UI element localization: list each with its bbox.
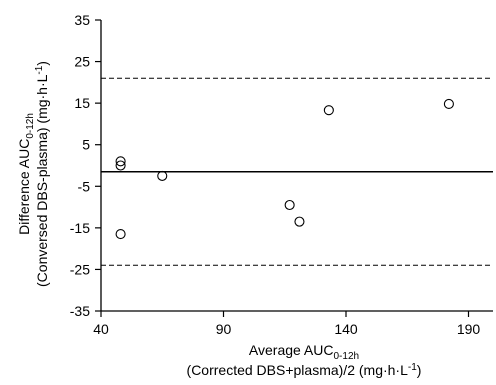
y-axis-title-prefix: Difference AUC bbox=[16, 139, 32, 235]
x-axis-title-prefix: Average AUC bbox=[249, 342, 334, 358]
y-axis-title-close: ) bbox=[34, 61, 50, 66]
y-axis-title-sup: -1 bbox=[34, 65, 45, 74]
svg-text:(Conversed DBS-plasma) (mg·h·L: (Conversed DBS-plasma) (mg·h·L-1) bbox=[34, 61, 50, 287]
svg-text:Difference AUC0-12h: Difference AUC0-12h bbox=[16, 113, 36, 235]
x-tick-label: 190 bbox=[457, 321, 481, 337]
data-point bbox=[115, 160, 126, 171]
svg-text:Average AUC0-12h: Average AUC0-12h bbox=[249, 342, 359, 362]
svg-text:(Corrected DBS+plasma)/2 (mg·h: (Corrected DBS+plasma)/2 (mg·h·L-1) bbox=[187, 362, 422, 378]
y-tick-label: 15 bbox=[74, 95, 90, 111]
x-tick-label: 40 bbox=[93, 321, 109, 337]
y-tick-label: -35 bbox=[70, 303, 90, 319]
y-tick-label: -25 bbox=[70, 261, 90, 277]
data-point bbox=[294, 216, 305, 227]
x-axis-title: Average AUC0-12h (Corrected DBS+plasma)/… bbox=[187, 342, 422, 378]
x-axis-title-close: ) bbox=[417, 362, 422, 378]
data-point bbox=[115, 156, 126, 167]
x-tick-label: 90 bbox=[216, 321, 232, 337]
x-tick-label: 140 bbox=[334, 321, 358, 337]
data-point bbox=[115, 229, 126, 240]
y-axis-title-subscript: 0-12h bbox=[25, 113, 36, 139]
y-tick-label: 5 bbox=[82, 137, 90, 153]
x-axis-title-sup: -1 bbox=[408, 362, 417, 373]
y-tick-label: -15 bbox=[70, 220, 90, 236]
y-tick-label: 35 bbox=[74, 12, 90, 28]
y-tick-label: -5 bbox=[78, 178, 91, 194]
data-point bbox=[443, 98, 454, 110]
data-point bbox=[323, 105, 334, 116]
y-axis-title-line2: (Conversed DBS-plasma) (mg·h·L bbox=[34, 74, 50, 287]
y-axis-title: Difference AUC0-12h (Conversed DBS-plasm… bbox=[16, 61, 50, 287]
y-tick-label: 25 bbox=[74, 54, 90, 70]
x-axis-title-subscript: 0-12h bbox=[334, 351, 360, 362]
plot-area: -35 -25 -15 -5 5 15 25 35 40 90 140 190 bbox=[70, 12, 493, 337]
data-point bbox=[284, 199, 295, 211]
x-axis-title-line2: (Corrected DBS+plasma)/2 (mg·h·L bbox=[187, 362, 409, 378]
data-point bbox=[157, 170, 168, 181]
